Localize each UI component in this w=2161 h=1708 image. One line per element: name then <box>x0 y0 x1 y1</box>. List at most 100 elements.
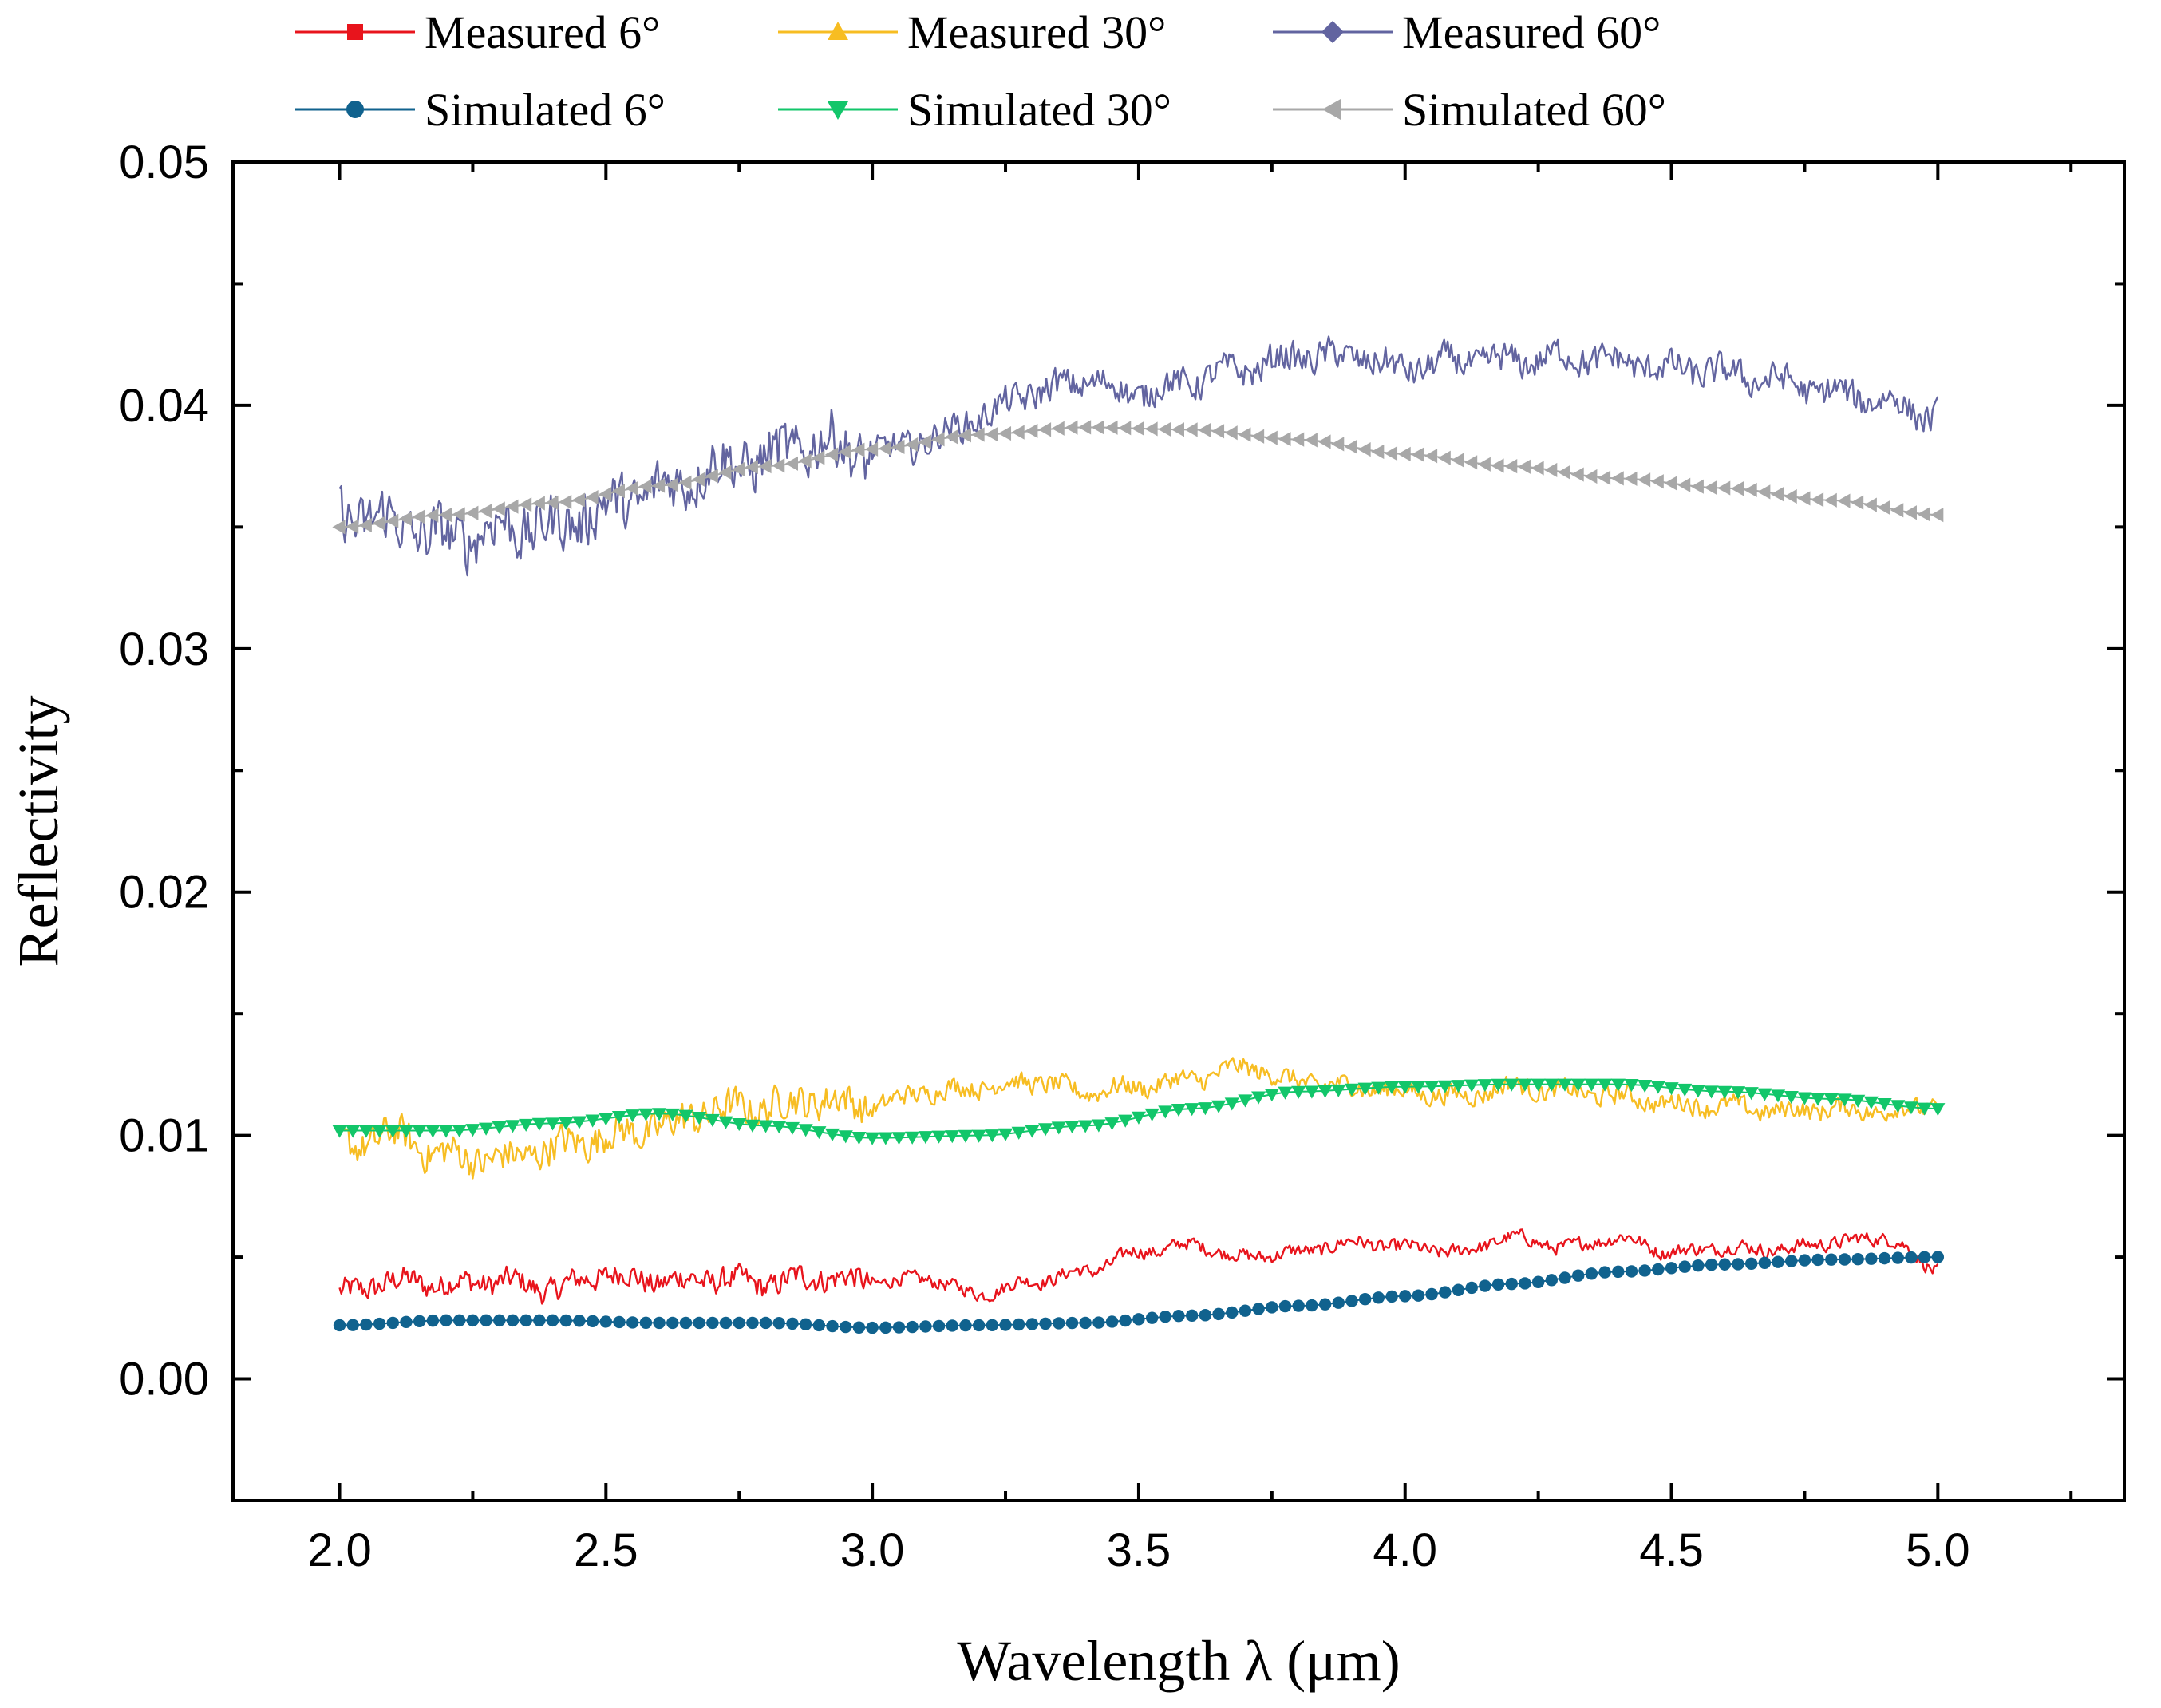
data-point <box>1797 1092 1812 1105</box>
data-point <box>1079 1316 1092 1330</box>
data-point <box>1559 1271 1571 1284</box>
data-point <box>346 519 359 534</box>
data-point <box>1198 1102 1213 1116</box>
data-point <box>1652 1263 1665 1276</box>
data-point <box>1211 1100 1227 1113</box>
legend-marker <box>828 22 848 40</box>
y-tick-label: 0.04 <box>119 380 209 432</box>
data-point <box>998 425 1012 441</box>
data-point <box>784 1121 800 1135</box>
data-point <box>1692 1259 1705 1272</box>
legend-item: Measured 60° <box>1273 6 1661 58</box>
data-point <box>998 1128 1013 1141</box>
data-point <box>1704 1085 1719 1099</box>
legend-label: Measured 30° <box>907 6 1166 58</box>
data-point <box>931 1130 946 1144</box>
data-point <box>1557 1078 1573 1092</box>
data-point <box>1903 505 1917 520</box>
data-point <box>678 475 692 490</box>
data-point <box>1811 492 1824 508</box>
data-point <box>919 1320 932 1333</box>
data-point <box>1531 461 1544 476</box>
data-point <box>1425 1287 1438 1301</box>
data-point <box>745 460 758 475</box>
data-point <box>412 509 425 524</box>
plot-frame <box>231 160 2126 1502</box>
data-point <box>1519 1277 1531 1290</box>
data-point <box>1104 420 1118 435</box>
data-point <box>611 484 626 499</box>
data-point <box>1517 459 1531 474</box>
data-point <box>1677 477 1691 492</box>
data-point <box>1705 1258 1718 1271</box>
data-point <box>651 1108 667 1121</box>
data-point <box>1092 1316 1105 1329</box>
legend-marker <box>828 101 848 120</box>
data-point <box>878 441 891 457</box>
data-point <box>1678 1260 1691 1273</box>
data-point <box>599 1113 614 1126</box>
data-point <box>1384 1081 1400 1095</box>
data-point <box>1065 420 1078 435</box>
data-point <box>1239 1304 1252 1317</box>
data-point <box>438 508 452 523</box>
data-point <box>1132 1313 1145 1326</box>
data-point <box>519 497 532 512</box>
y-tick-label: 0.01 <box>119 1110 209 1162</box>
data-point <box>1025 1125 1040 1138</box>
x-tick-label: 2.0 <box>307 1524 372 1576</box>
data-point <box>718 465 732 480</box>
y-axis-ticks: 0.00 0.01 0.02 0.03 0.04 0.05 <box>119 136 2124 1502</box>
data-point <box>1318 1085 1333 1098</box>
data-point <box>1358 1293 1372 1306</box>
data-point <box>372 1125 387 1138</box>
data-point <box>1491 458 1504 473</box>
data-point <box>465 505 479 520</box>
legend-label: Simulated 30° <box>907 84 1171 136</box>
x-tick-label: 5.0 <box>1906 1524 1970 1576</box>
data-point <box>505 1120 520 1133</box>
data-point <box>346 1125 361 1138</box>
data-point <box>372 516 385 531</box>
data-point <box>906 1320 919 1334</box>
data-point <box>1131 421 1144 436</box>
data-point <box>891 1132 907 1145</box>
data-point <box>1437 1080 1452 1093</box>
legend-label: Simulated 6° <box>425 84 666 136</box>
data-point <box>480 1314 492 1327</box>
data-point <box>358 1125 374 1138</box>
data-point <box>1344 1083 1360 1097</box>
data-point <box>1811 1093 1826 1106</box>
data-point <box>1744 482 1757 498</box>
data-point <box>452 1125 467 1138</box>
data-point <box>1610 471 1624 486</box>
data-point <box>1278 431 1291 447</box>
measured-line <box>338 335 1939 577</box>
data-point <box>798 1124 813 1137</box>
data-point <box>1612 1265 1625 1279</box>
data-point <box>638 1108 654 1121</box>
series-simulated-60- <box>332 420 1944 535</box>
data-point <box>1184 422 1198 437</box>
data-point <box>1051 421 1065 436</box>
data-point <box>1053 1317 1065 1330</box>
series-simulated-6- <box>333 1251 1945 1334</box>
data-point <box>1424 1081 1440 1094</box>
data-point <box>1318 1298 1332 1311</box>
data-point <box>865 1132 880 1145</box>
data-point <box>1918 1251 1931 1263</box>
data-point <box>1251 1091 1266 1105</box>
data-point <box>1785 1255 1798 1267</box>
data-point <box>332 1125 347 1138</box>
data-point <box>639 1316 653 1329</box>
measured-line <box>338 1228 1939 1305</box>
data-point <box>1291 1085 1306 1099</box>
data-point <box>812 1126 827 1140</box>
data-point <box>346 1319 359 1331</box>
data-point <box>1477 1079 1492 1093</box>
data-point <box>413 1315 426 1328</box>
data-point <box>852 1321 866 1334</box>
data-point <box>1411 1081 1426 1094</box>
data-point <box>492 1121 507 1135</box>
data-point <box>1118 421 1132 436</box>
